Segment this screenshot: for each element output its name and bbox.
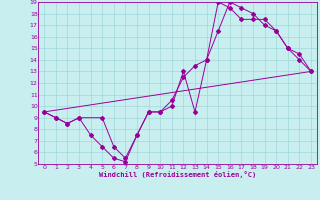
X-axis label: Windchill (Refroidissement éolien,°C): Windchill (Refroidissement éolien,°C) — [99, 171, 256, 178]
